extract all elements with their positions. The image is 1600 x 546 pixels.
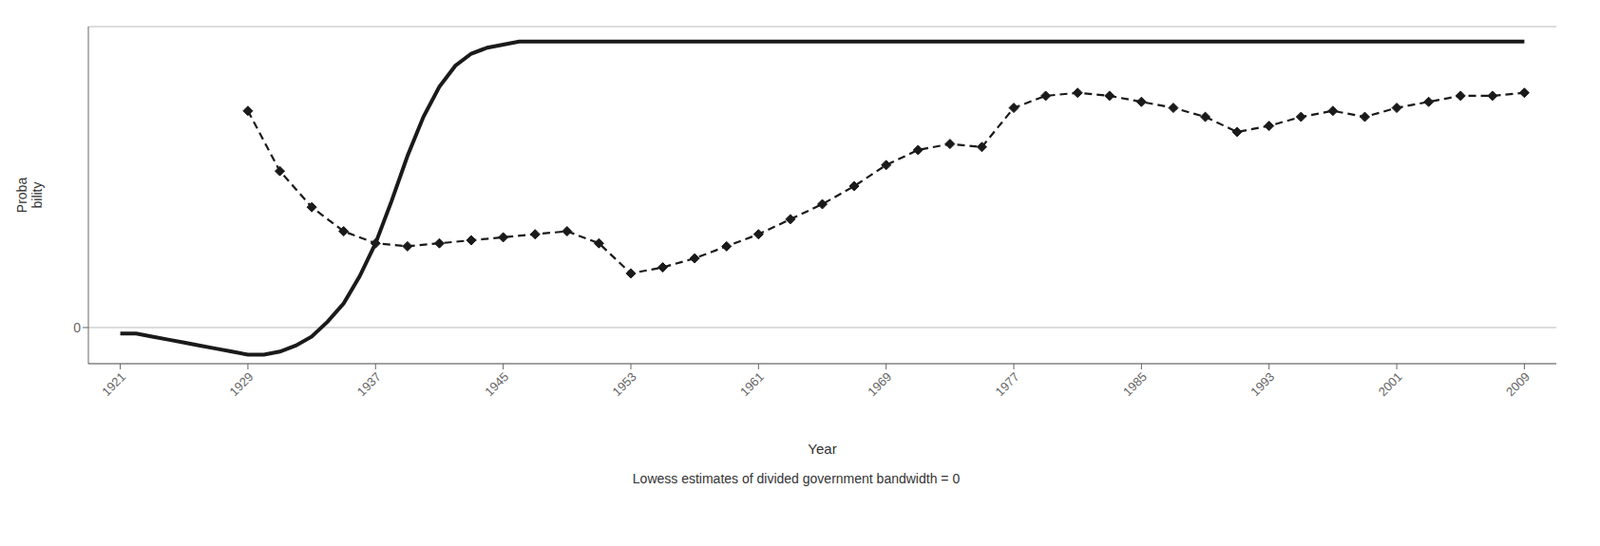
svg-text:1985: 1985 bbox=[1120, 369, 1150, 400]
svg-text:1977: 1977 bbox=[992, 369, 1023, 400]
svg-text:1953: 1953 bbox=[609, 369, 640, 400]
svg-text:1969: 1969 bbox=[864, 369, 895, 400]
svg-text:2001: 2001 bbox=[1375, 369, 1406, 400]
svg-text:2009: 2009 bbox=[1503, 369, 1533, 400]
svg-text:1921: 1921 bbox=[98, 369, 129, 400]
svg-text:1937: 1937 bbox=[354, 369, 384, 400]
svg-text:1993: 1993 bbox=[1247, 369, 1277, 400]
html-text:Lowess estimates of divided go: Lowess estimates of divided government b… bbox=[632, 471, 960, 487]
svg-text:Year: Year bbox=[807, 440, 837, 458]
svg-text:Probability: Probability bbox=[14, 177, 45, 214]
svg-text:1929: 1929 bbox=[227, 369, 257, 400]
svg-text:1961: 1961 bbox=[737, 369, 767, 400]
svg-text:1945: 1945 bbox=[481, 369, 512, 400]
svg-text:0: 0 bbox=[73, 320, 81, 336]
